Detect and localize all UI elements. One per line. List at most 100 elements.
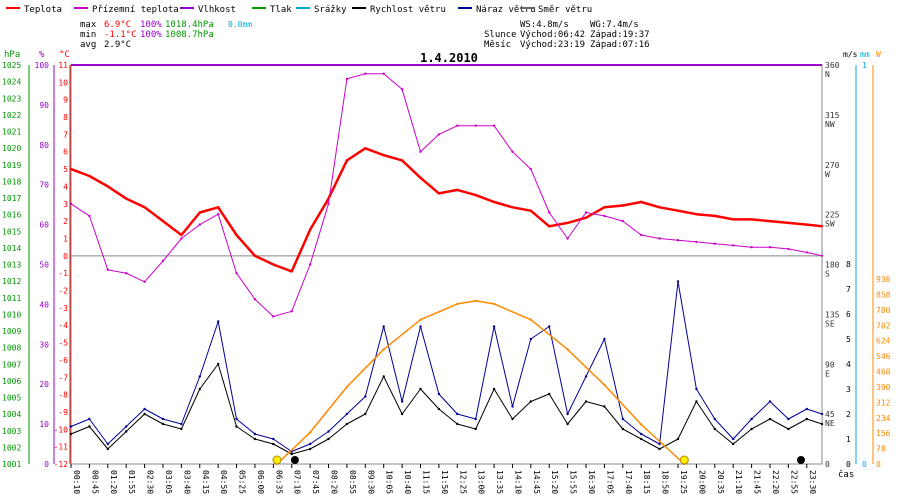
stats-max-temp: 6.9°C xyxy=(104,20,131,30)
series-point xyxy=(364,412,367,416)
pressure-tick-label: 1013 xyxy=(2,261,21,270)
stats-wg: WG:7.4m/s xyxy=(590,20,639,30)
series-point xyxy=(713,427,716,431)
series-point xyxy=(308,447,312,451)
series-point xyxy=(290,270,293,273)
solar-tick-label: 468 xyxy=(876,368,891,377)
series-point xyxy=(529,318,532,321)
temp-tick-label: 4 xyxy=(63,182,68,191)
x-tick-label: 00:10 xyxy=(72,470,81,494)
series-point xyxy=(621,219,624,223)
chart-title: 1.4.2010 xyxy=(420,51,478,65)
series-point xyxy=(695,240,698,244)
x-axis: 00:10 00:45 01:20 01:55 02:30 03:05 03:40 04:15… xyxy=(70,464,817,494)
x-tick-label: 01:55 xyxy=(127,470,136,494)
solar-tick-label: 312 xyxy=(876,398,891,407)
series-point xyxy=(492,124,496,127)
x-tick-label: 08:20 xyxy=(330,470,339,494)
x-tick-label: 03:05 xyxy=(164,470,173,494)
x-axis-label: čas xyxy=(838,469,854,480)
moonrise-marker xyxy=(796,456,805,464)
series-point xyxy=(750,417,753,421)
series-point xyxy=(125,430,128,433)
temp-tick-label: -5 xyxy=(58,339,68,348)
solar-tick-label: 858 xyxy=(876,290,891,299)
wind-speed-tick-label: 8 xyxy=(846,260,851,269)
x-tick-label: 13:00 xyxy=(477,470,486,494)
series-point xyxy=(400,159,404,162)
x-tick-label: 17:05 xyxy=(605,470,614,494)
pressure-tick-label: 1021 xyxy=(2,128,21,137)
series-point xyxy=(400,88,404,91)
series-point xyxy=(419,387,422,391)
series-point xyxy=(640,432,643,436)
pressure-tick-label: 1009 xyxy=(2,327,21,336)
wind-dir-tick-label: 135 xyxy=(825,310,840,319)
series-point xyxy=(695,213,698,216)
series-point xyxy=(548,392,551,396)
series-point xyxy=(345,412,349,416)
series-point xyxy=(603,405,606,408)
series-point xyxy=(584,375,588,378)
pressure-tick-label: 1023 xyxy=(2,94,21,103)
stats-max-press: 1018.4hPa xyxy=(165,20,214,30)
series-point xyxy=(529,337,532,341)
series-point xyxy=(658,206,661,209)
wind-speed-tick-label: 7 xyxy=(846,285,851,294)
humidity-tick-label: 20 xyxy=(39,380,49,389)
stats-max-label: max xyxy=(80,20,97,30)
series-point xyxy=(382,348,385,351)
temp-tick-label: 8 xyxy=(63,113,68,122)
series-point xyxy=(787,221,790,225)
series-point xyxy=(603,337,606,341)
series-point xyxy=(419,318,422,321)
series-point xyxy=(529,167,532,171)
series-point xyxy=(566,221,569,225)
series-point xyxy=(88,417,91,421)
series-point xyxy=(805,251,808,254)
wind-dir-tick-label: NE xyxy=(825,419,835,428)
x-tick-label: 07:45 xyxy=(311,470,320,494)
pressure-unit: hPa xyxy=(4,50,20,60)
series-point xyxy=(88,174,91,178)
wind-speed-tick-label: 3 xyxy=(846,385,851,394)
stats-min-label: min xyxy=(80,30,96,40)
wind-dir-tick-label: 270 xyxy=(825,161,840,170)
rain-unit: mm xyxy=(860,50,870,59)
x-tick-label: 18:50 xyxy=(661,470,670,494)
series-point xyxy=(400,412,404,416)
series-point xyxy=(308,228,312,231)
stats-max-hum: 100% xyxy=(140,20,162,30)
sun-rise: Východ:06:42 xyxy=(520,30,585,40)
series-point xyxy=(511,206,514,209)
series-point xyxy=(180,237,183,240)
series-line xyxy=(70,281,823,452)
series-point xyxy=(732,442,735,446)
series-point xyxy=(253,298,257,301)
series-point xyxy=(456,124,459,127)
solar-tick-label: 234 xyxy=(876,414,891,423)
temp-tick-label: -4 xyxy=(58,321,68,330)
series-point xyxy=(658,442,661,446)
series-point xyxy=(253,432,257,436)
humidity-tick-label: 100 xyxy=(35,61,50,70)
temp-tick-label: 7 xyxy=(63,130,68,139)
left-axes: hPa% °C1001100210031004100510061007100810… xyxy=(2,50,71,469)
x-tick-label: 15:20 xyxy=(550,470,559,494)
series-point xyxy=(658,447,661,451)
wind-dir-tick-label: 225 xyxy=(825,211,840,220)
x-tick-label: 08:55 xyxy=(348,470,357,494)
temp-tick-label: -2 xyxy=(58,287,68,296)
legend-label: Vlhkost xyxy=(198,5,236,15)
pressure-tick-label: 1011 xyxy=(2,294,21,303)
pressure-tick-label: 1001 xyxy=(2,460,21,469)
wind-dir-tick-label: 45 xyxy=(825,410,835,419)
x-tick-label: 02:30 xyxy=(146,470,155,494)
series-point xyxy=(820,254,824,257)
moon-rise: Východ:23:19 xyxy=(520,40,585,50)
plot-area xyxy=(70,64,823,465)
series-point xyxy=(217,362,220,366)
legend-label: Rychlost větru xyxy=(370,5,446,15)
stats-min-press: 1008.7hPa xyxy=(165,30,214,40)
